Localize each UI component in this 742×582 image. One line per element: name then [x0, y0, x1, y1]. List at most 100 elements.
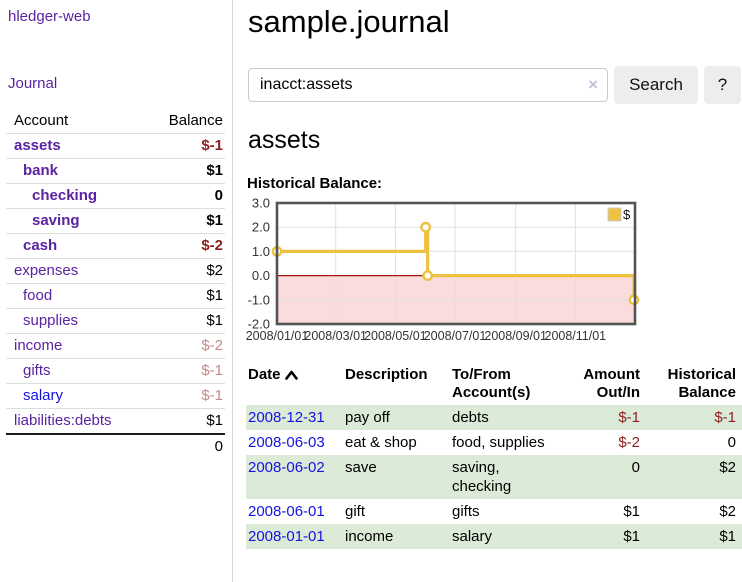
transaction-date-link[interactable]: 2008-01-01 [248, 528, 325, 545]
account-balance-table: Account Balance assets $-1 bank $1 check… [6, 109, 225, 459]
transaction-amount: $1 [623, 528, 640, 545]
balance-column-header-register: Historical Balance [667, 366, 736, 401]
transaction-row: 2008-01-01 income salary $1 $1 [246, 524, 742, 549]
svg-text:2.0: 2.0 [252, 220, 270, 235]
svg-text:-1.0: -1.0 [248, 292, 270, 307]
chart-title: Historical Balance: [247, 175, 383, 192]
nav-journal-link[interactable]: Journal [8, 75, 58, 92]
transaction-description: save [345, 459, 377, 476]
balance-total-value: 0 [143, 433, 225, 459]
help-button[interactable]: ? [704, 66, 741, 104]
svg-text:0.0: 0.0 [252, 268, 270, 283]
transaction-date-link[interactable]: 2008-12-31 [248, 409, 325, 426]
account-balance: $-1 [143, 133, 225, 159]
account-row: salary $-1 [6, 383, 225, 409]
transaction-balance: $2 [719, 503, 736, 520]
account-link[interactable]: expenses [14, 262, 79, 279]
transaction-date-link[interactable]: 2008-06-01 [248, 503, 325, 520]
account-link[interactable]: income [14, 337, 63, 354]
account-row: saving $1 [6, 208, 225, 234]
transaction-row: 2008-06-03 eat & shop food, supplies $-2… [246, 430, 742, 455]
transaction-balance: $2 [719, 459, 736, 476]
search-bar: × Search ? [248, 66, 742, 104]
account-row: expenses $2 [6, 258, 225, 284]
balance-column-header: Balance [143, 109, 225, 134]
balance-total-row: 0 [6, 433, 225, 459]
svg-text:2008/09/01: 2008/09/01 [484, 329, 547, 343]
svg-text:2008/03/01: 2008/03/01 [304, 329, 367, 343]
svg-text:2008/07/01: 2008/07/01 [424, 329, 487, 343]
register-header-row: Date Description To/From Account(s) Amou… [246, 362, 742, 405]
transaction-row: 2008-06-01 gift gifts $1 $2 [246, 499, 742, 524]
account-balance: $1 [143, 208, 225, 234]
app-brand-link[interactable]: hledger-web [8, 8, 91, 25]
amount-column-header: Amount Out/In [583, 366, 640, 401]
account-row: liabilities:debts $1 [6, 408, 225, 435]
account-link[interactable]: bank [23, 162, 59, 179]
account-row: gifts $-1 [6, 358, 225, 384]
transaction-accounts: salary [452, 528, 493, 545]
account-balance: $1 [143, 283, 225, 309]
clear-search-icon[interactable]: × [588, 75, 598, 94]
transaction-accounts: saving, checking [452, 459, 512, 495]
transaction-row: 2008-12-31 pay off debts $-1 $-1 [246, 405, 742, 430]
account-link[interactable]: checking [32, 187, 98, 204]
account-balance: $2 [143, 258, 225, 284]
search-input[interactable] [249, 69, 607, 101]
account-heading: assets [248, 126, 321, 154]
account-link[interactable]: cash [23, 237, 58, 254]
account-balance: $-2 [143, 333, 225, 359]
account-link[interactable]: salary [23, 387, 64, 404]
transaction-date-link[interactable]: 2008-06-02 [248, 459, 325, 476]
account-link[interactable]: food [23, 287, 53, 304]
sort-ascending-icon [284, 367, 298, 385]
account-row: cash $-2 [6, 233, 225, 259]
account-link[interactable]: saving [32, 212, 80, 229]
account-row: supplies $1 [6, 308, 225, 334]
account-link[interactable]: liabilities:debts [14, 412, 112, 429]
account-balance: $-1 [143, 383, 225, 409]
description-column-header: Description [345, 366, 428, 383]
transaction-amount: 0 [631, 459, 640, 476]
transaction-balance: $1 [719, 528, 736, 545]
account-link[interactable]: gifts [23, 362, 51, 379]
transaction-balance: 0 [727, 434, 736, 451]
transaction-accounts: food, supplies [452, 434, 545, 451]
transaction-date-link[interactable]: 2008-06-03 [248, 434, 325, 451]
svg-text:2008/05/01: 2008/05/01 [364, 329, 427, 343]
transaction-accounts: gifts [452, 503, 480, 520]
account-row: food $1 [6, 283, 225, 309]
transaction-description: pay off [345, 409, 390, 426]
transaction-amount: $-2 [618, 434, 640, 451]
account-balance: $1 [143, 158, 225, 184]
account-link[interactable]: supplies [23, 312, 79, 329]
account-column-header: Account [6, 109, 144, 134]
account-balance: $-2 [143, 233, 225, 259]
page-title: sample.journal [248, 4, 450, 39]
account-row: checking 0 [6, 183, 225, 209]
transaction-row: 2008-06-02 save saving, checking 0 $2 [246, 455, 742, 499]
sidebar: hledger-web Journal Account Balance asse… [0, 0, 232, 465]
account-link[interactable]: assets [14, 137, 61, 154]
register-table: Date Description To/From Account(s) Amou… [246, 362, 742, 549]
transaction-amount: $-1 [618, 409, 640, 426]
register-section: Date Description To/From Account(s) Amou… [246, 362, 742, 549]
historical-balance-chart: $3.0 2.0 1.0 0.0 -1.0 -2.0 2008/01/01 2008/03/0… [240, 196, 660, 350]
transaction-description: income [345, 528, 394, 545]
svg-text:$: $ [623, 207, 631, 222]
svg-text:2008/01/01: 2008/01/01 [246, 329, 309, 343]
account-balance: $1 [143, 408, 225, 435]
search-button[interactable]: Search [614, 66, 698, 104]
sidebar-divider [232, 0, 233, 582]
transaction-amount: $1 [623, 503, 640, 520]
account-row: assets $-1 [6, 133, 225, 159]
date-column-header[interactable]: Date [246, 362, 343, 405]
transaction-description: gift [345, 503, 366, 520]
chart-canvas: $3.0 2.0 1.0 0.0 -1.0 -2.02008/01/012008/03/0… [246, 196, 640, 343]
accounts-column-header: To/From Account(s) [452, 366, 531, 401]
account-row: income $-2 [6, 333, 225, 359]
transaction-balance: $-1 [714, 409, 736, 426]
account-balance: 0 [143, 183, 225, 209]
svg-text:3.0: 3.0 [252, 198, 270, 211]
transaction-description: eat & shop [345, 434, 417, 451]
